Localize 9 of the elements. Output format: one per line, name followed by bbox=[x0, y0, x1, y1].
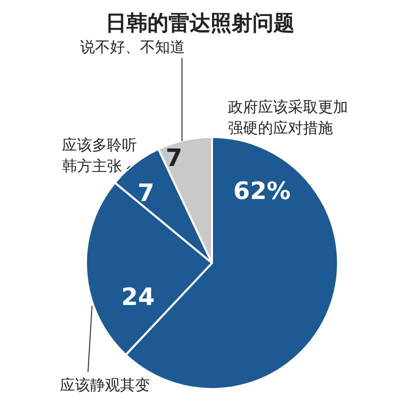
chart-title: 日韩的雷达照射问题 bbox=[106, 11, 294, 35]
data-label: 7 bbox=[138, 179, 154, 207]
data-label: 24 bbox=[121, 283, 155, 311]
slice-label: 应该静观其变 bbox=[60, 376, 150, 394]
slice-label: 应该多聆听韩方主张 bbox=[62, 136, 137, 175]
slice-label: 说不好、不知道 bbox=[80, 38, 185, 56]
slice-label: 政府应该采取更加强硬的应对措施 bbox=[228, 98, 348, 137]
data-label: 62% bbox=[233, 177, 291, 205]
data-label: 7 bbox=[166, 144, 182, 172]
